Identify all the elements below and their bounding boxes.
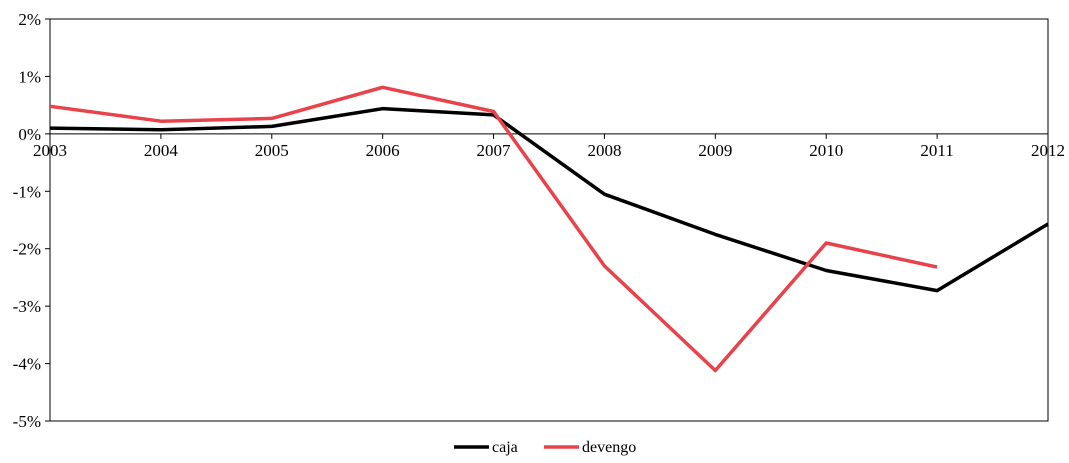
legend-label-devengo: devengo (582, 439, 636, 456)
x-tick-label: 2010 (809, 141, 843, 160)
x-tick-label: 2011 (920, 141, 953, 160)
plot-frame (49, 18, 1049, 422)
x-tick-label: 2009 (698, 141, 732, 160)
x-tick-label: 2012 (1031, 141, 1065, 160)
x-tick-label: 2006 (366, 141, 400, 160)
x-tick-label: 2005 (255, 141, 289, 160)
y-tick-label: -4% (13, 355, 41, 374)
legend-label-caja: caja (492, 439, 518, 456)
x-tick-label: 2003 (33, 141, 67, 160)
y-tick-label: 2% (18, 10, 41, 29)
y-tick-label: -1% (13, 182, 41, 201)
y-tick-label: 1% (18, 67, 41, 86)
x-tick-label: 2008 (587, 141, 621, 160)
series-line-caja (49, 106, 1049, 293)
series-line-devengo (49, 85, 938, 373)
y-tick-label: -2% (13, 240, 41, 259)
x-tick-label: 2004 (144, 141, 179, 160)
y-tick-label: 0% (18, 125, 41, 144)
y-tick-label: -3% (13, 297, 41, 316)
y-tick-label: -5% (13, 412, 41, 431)
x-tick-label: 2007 (477, 141, 512, 160)
